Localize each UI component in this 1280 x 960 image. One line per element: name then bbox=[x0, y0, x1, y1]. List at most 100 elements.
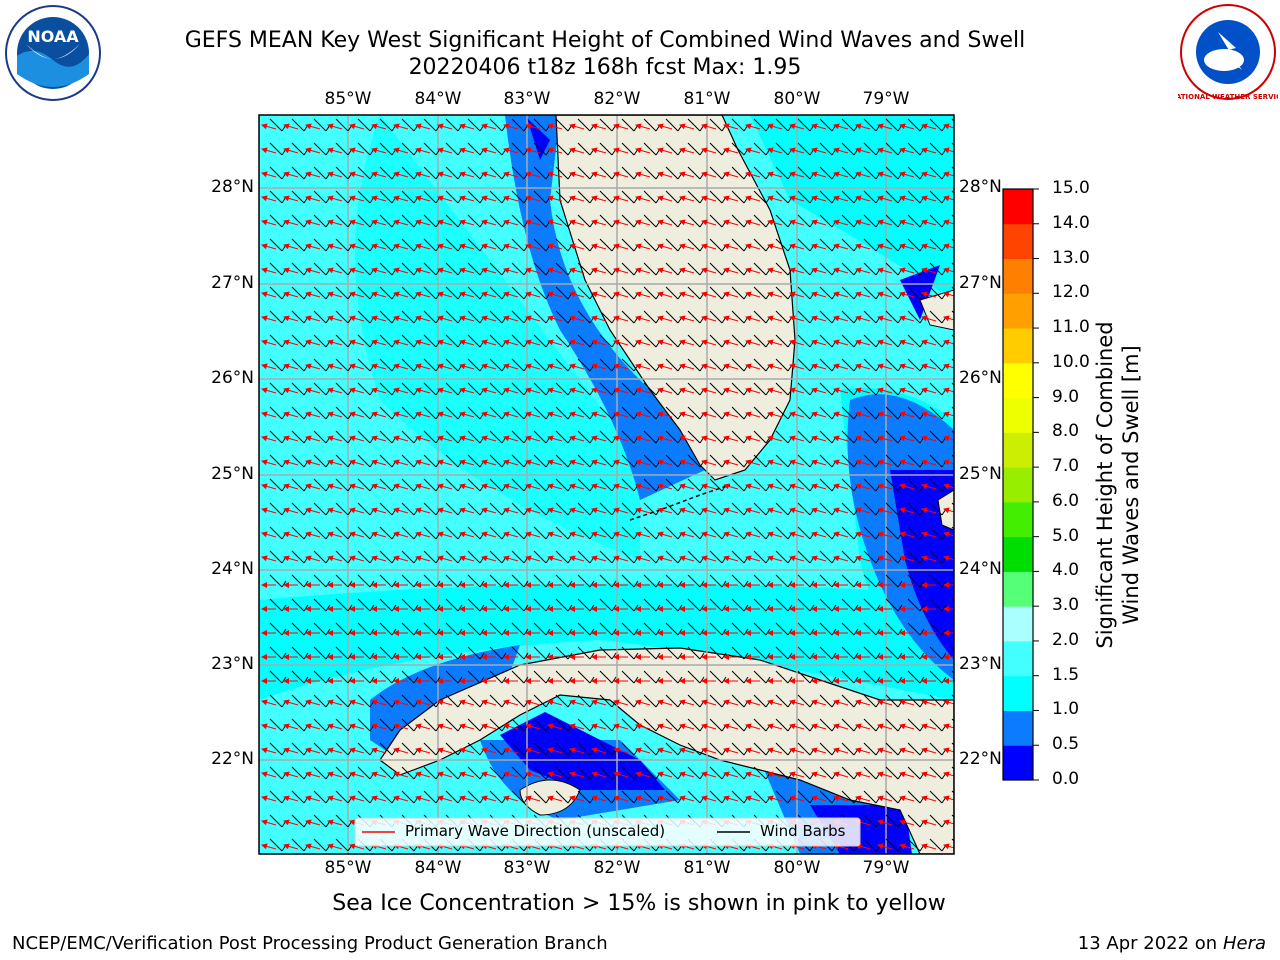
wave-arrow bbox=[635, 507, 651, 514]
wave-arrow bbox=[327, 483, 343, 490]
colorbar-tick-2: 1.0 bbox=[1052, 699, 1080, 720]
wave-arrow bbox=[613, 435, 629, 442]
wave-arrow bbox=[415, 387, 431, 394]
wave-arrow bbox=[943, 315, 954, 322]
wave-arrow bbox=[481, 387, 497, 394]
wave-arrow bbox=[701, 411, 717, 418]
wave-arrow bbox=[921, 411, 937, 418]
noaa-logo-icon: NOAA bbox=[4, 4, 102, 102]
wave-arrow bbox=[525, 387, 541, 394]
wave-arrow bbox=[569, 291, 585, 298]
lon-label-bottom-6: 79°W bbox=[862, 858, 910, 878]
wave-arrow bbox=[415, 483, 431, 490]
chart-title: GEFS MEAN Key West Significant Height of… bbox=[184, 28, 1026, 53]
wave-arrow bbox=[503, 291, 519, 298]
wave-arrow bbox=[591, 219, 607, 226]
wave-arrow bbox=[789, 291, 805, 298]
colorbar-tick-16: 14.0 bbox=[1052, 212, 1090, 233]
wave-arrow bbox=[371, 219, 387, 226]
wave-arrow bbox=[833, 171, 849, 178]
wave-arrow bbox=[767, 123, 783, 130]
lat-label-left-0: 28°N bbox=[211, 177, 254, 197]
wave-arrow bbox=[393, 459, 409, 466]
wave-arrow bbox=[855, 411, 871, 418]
wave-arrow bbox=[569, 123, 585, 130]
wave-arrow bbox=[723, 363, 739, 370]
wave-arrow bbox=[415, 339, 431, 346]
wave-arrow bbox=[437, 123, 453, 130]
wave-arrow bbox=[921, 147, 937, 154]
wave-arrow bbox=[877, 387, 893, 394]
wave-arrow bbox=[833, 147, 849, 154]
wave-arrow bbox=[723, 219, 739, 226]
wave-arrow bbox=[569, 219, 585, 226]
wave-arrow bbox=[833, 363, 849, 370]
wave-arrow bbox=[305, 123, 321, 130]
wave-arrow bbox=[503, 363, 519, 370]
wave-arrow bbox=[745, 147, 761, 154]
wave-arrow bbox=[459, 339, 475, 346]
lon-label-bottom-0: 85°W bbox=[324, 858, 372, 878]
wave-arrow bbox=[745, 171, 761, 178]
wave-arrow bbox=[591, 123, 607, 130]
wave-arrow bbox=[371, 267, 387, 274]
wave-arrow bbox=[767, 171, 783, 178]
wave-arrow bbox=[481, 243, 497, 250]
wave-arrow bbox=[569, 459, 585, 466]
wave-arrow bbox=[723, 195, 739, 202]
wave-arrow bbox=[547, 483, 563, 490]
wave-arrow bbox=[921, 267, 937, 274]
wave-arrow bbox=[877, 195, 893, 202]
wave-arrow bbox=[547, 243, 563, 250]
wave-arrow bbox=[635, 483, 651, 490]
wave-arrow bbox=[855, 291, 871, 298]
wave-arrow bbox=[415, 171, 431, 178]
wave-arrow bbox=[591, 435, 607, 442]
wave-arrow bbox=[767, 435, 783, 442]
wave-arrow bbox=[679, 171, 695, 178]
wave-arrow bbox=[481, 411, 497, 418]
colorbar-tick-11: 9.0 bbox=[1052, 386, 1080, 407]
wave-arrow bbox=[767, 387, 783, 394]
wave-arrow bbox=[459, 195, 475, 202]
wave-arrow bbox=[921, 435, 937, 442]
wave-arrow bbox=[283, 411, 299, 418]
colorbar-tick-8: 6.0 bbox=[1052, 490, 1080, 511]
wave-arrow bbox=[261, 363, 277, 370]
wave-arrow bbox=[789, 219, 805, 226]
wave-arrow bbox=[261, 147, 277, 154]
colorbar-label-line1: Significant Height of Combined bbox=[1093, 321, 1117, 649]
wave-arrow bbox=[503, 315, 519, 322]
wave-arrow bbox=[855, 435, 871, 442]
wave-arrow bbox=[811, 291, 827, 298]
wave-arrow bbox=[437, 507, 453, 514]
wave-arrow bbox=[547, 147, 563, 154]
wave-arrow bbox=[283, 435, 299, 442]
wave-arrow bbox=[503, 387, 519, 394]
wave-arrow bbox=[349, 507, 365, 514]
wave-arrow bbox=[393, 507, 409, 514]
wave-arrow bbox=[305, 507, 321, 514]
wave-arrow bbox=[393, 291, 409, 298]
wave-arrow bbox=[437, 339, 453, 346]
lat-label-left-3: 25°N bbox=[211, 464, 254, 484]
wave-arrow bbox=[789, 435, 805, 442]
lon-label-top-3: 82°W bbox=[593, 89, 641, 109]
colorbar-segment-12 bbox=[1003, 328, 1033, 364]
wave-arrow bbox=[899, 411, 915, 418]
wave-arrow bbox=[283, 147, 299, 154]
wave-arrow bbox=[767, 411, 783, 418]
wave-arrow bbox=[679, 315, 695, 322]
wave-arrow bbox=[327, 387, 343, 394]
wave-arrow bbox=[613, 291, 629, 298]
wave-arrow bbox=[371, 123, 387, 130]
wave-arrow bbox=[261, 435, 277, 442]
legend-wave-label: Primary Wave Direction (unscaled) bbox=[405, 822, 666, 840]
wave-arrow bbox=[261, 171, 277, 178]
wave-arrow bbox=[305, 267, 321, 274]
wave-arrow bbox=[415, 195, 431, 202]
colorbar-tick-10: 8.0 bbox=[1052, 421, 1080, 442]
wave-arrow bbox=[349, 483, 365, 490]
wave-arrow bbox=[547, 507, 563, 514]
wave-arrow bbox=[437, 387, 453, 394]
